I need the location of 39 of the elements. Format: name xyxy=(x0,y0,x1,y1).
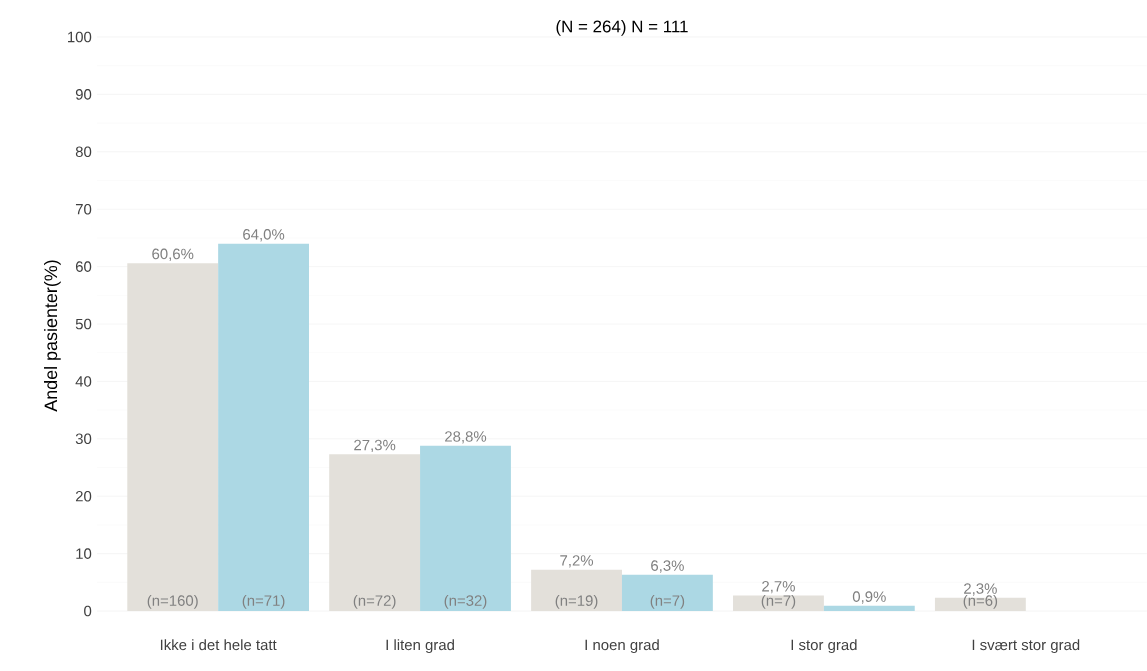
y-tick-label: 30 xyxy=(75,433,92,445)
data-label: 2,7% xyxy=(762,580,795,594)
data-label: 27,3% xyxy=(354,439,396,453)
data-label: 0,9% xyxy=(852,591,886,604)
y-tick-label: 60 xyxy=(75,261,92,272)
bar xyxy=(823,605,915,612)
bar xyxy=(420,445,511,612)
y-tick-label: 80 xyxy=(75,146,92,158)
y-tick-label: 50 xyxy=(75,318,92,330)
annotation: (n=71) xyxy=(242,594,285,609)
annotation: (n=19) xyxy=(555,594,598,609)
y-tick-label: 100 xyxy=(68,31,92,43)
data-label: 60,6% xyxy=(152,248,194,261)
y-tick-label: 20 xyxy=(75,490,92,502)
annotation: (n=7) xyxy=(761,594,796,609)
data-label: 28,8% xyxy=(445,431,487,444)
x-tick-label: I svært stor grad xyxy=(972,639,1080,654)
y-tick-label: 90 xyxy=(75,89,92,100)
annotation: (n=7) xyxy=(650,594,685,609)
x-tick-label: I stor grad xyxy=(791,639,857,654)
annotation: (n=72) xyxy=(353,594,396,609)
data-label: 6,3% xyxy=(651,560,684,573)
data-label: 7,2% xyxy=(560,555,594,568)
x-tick-label: I liten grad xyxy=(386,639,454,654)
y-tick-label: 0 xyxy=(84,605,92,617)
y-axis-title: Andel pasienter(%) xyxy=(44,260,61,412)
y-tick-label: 40 xyxy=(75,376,92,387)
chart-title: (N = 264) N = 111 xyxy=(556,20,688,36)
data-label: 64,0% xyxy=(243,229,285,242)
x-tick-label: Ikke i det hele tatt xyxy=(160,639,277,651)
bar xyxy=(218,243,310,612)
data-label: 2,3% xyxy=(964,583,997,596)
annotation: (n=32) xyxy=(444,594,487,609)
y-tick-label: 70 xyxy=(75,203,92,215)
x-tick-label: I noen grad xyxy=(585,639,659,654)
annotation: (n=6) xyxy=(963,594,998,609)
annotation: (n=160) xyxy=(147,594,198,609)
y-tick-label: 10 xyxy=(76,548,92,559)
bar xyxy=(621,574,713,612)
